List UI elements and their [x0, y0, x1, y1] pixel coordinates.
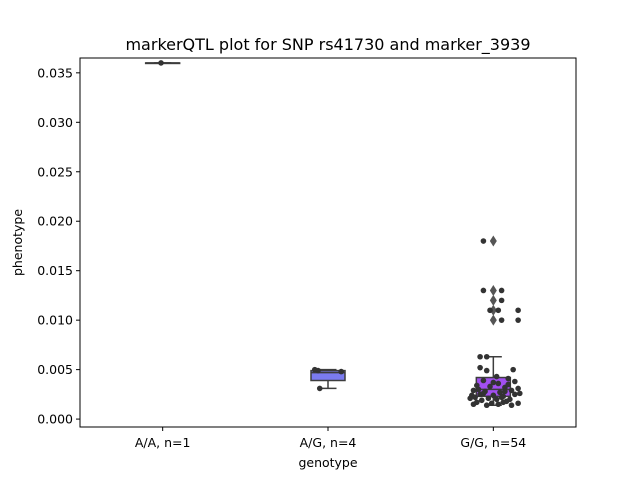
data-point	[493, 396, 500, 403]
outlier-marker	[489, 284, 497, 296]
data-point	[500, 399, 507, 406]
data-point	[495, 401, 502, 408]
data-point	[498, 287, 505, 294]
data-point	[315, 367, 321, 374]
outlier-marker	[489, 294, 497, 306]
x-tick-label: A/A, n=1	[135, 435, 191, 450]
outlier-marker	[489, 235, 497, 247]
data-point	[338, 368, 345, 375]
data-point	[497, 389, 503, 396]
y-tick-label: 0.015	[37, 263, 73, 278]
data-point	[508, 402, 515, 409]
data-point	[477, 364, 483, 371]
data-point	[487, 383, 493, 390]
data-point	[498, 317, 505, 323]
data-point	[470, 387, 477, 394]
data-point	[502, 388, 508, 395]
data-point	[516, 390, 523, 397]
data-point	[158, 60, 164, 66]
box	[310, 369, 346, 382]
data-point	[515, 385, 521, 392]
y-axis-label: phenotype	[10, 209, 25, 276]
y-tick-label: 0.035	[37, 65, 73, 80]
data-point	[493, 373, 500, 380]
data-point	[510, 366, 516, 373]
data-point	[515, 307, 521, 314]
y-tick-label: 0.000	[37, 412, 73, 427]
data-point	[515, 317, 521, 323]
data-point	[475, 386, 482, 393]
data-point	[480, 238, 487, 244]
data-point	[472, 394, 478, 401]
data-point	[316, 385, 323, 392]
data-point	[495, 380, 502, 387]
data-point	[480, 390, 487, 397]
data-point	[480, 377, 487, 384]
data-point	[495, 307, 502, 314]
y-tick-label: 0.010	[37, 313, 73, 328]
outlier-marker	[489, 314, 497, 326]
data-point	[490, 392, 497, 399]
data-point	[485, 395, 492, 402]
y-axis: 0.000 0.005 0.010 0.015 0.020 0.025 0.030 0.035	[37, 65, 80, 427]
data-point	[512, 391, 518, 398]
y-tick-label: 0.025	[37, 164, 73, 179]
y-tick-label: 0.030	[37, 115, 73, 130]
plot-frame	[79, 57, 577, 428]
data-point	[483, 353, 490, 360]
y-tick-label: 0.020	[37, 214, 73, 229]
data-point	[488, 400, 495, 407]
data-point	[470, 401, 477, 408]
y-tick-label: 0.005	[37, 362, 73, 377]
data-point	[487, 307, 493, 314]
data-point	[467, 395, 473, 402]
x-axis-label: genotype	[298, 455, 357, 470]
data-point	[505, 381, 512, 388]
data-point	[480, 287, 487, 294]
x-axis: A/A, n=1 A/G, n=4 G/G, n=54	[135, 427, 526, 450]
data-point	[483, 402, 490, 409]
data-point	[505, 375, 512, 382]
data-point	[515, 400, 521, 407]
points	[158, 60, 523, 409]
data-point	[512, 378, 518, 385]
chart-title: markerQTL plot for SNP rs41730 and marke…	[125, 35, 530, 55]
x-tick-label: A/G, n=4	[300, 435, 357, 450]
data-point	[498, 297, 505, 304]
data-point	[478, 397, 485, 404]
data-point	[490, 379, 497, 386]
x-tick-label: G/G, n=54	[460, 435, 526, 450]
data-point	[498, 394, 505, 401]
data-point	[477, 353, 483, 360]
data-point	[508, 387, 515, 394]
data-point	[483, 367, 490, 374]
outlier-marker	[489, 304, 497, 316]
